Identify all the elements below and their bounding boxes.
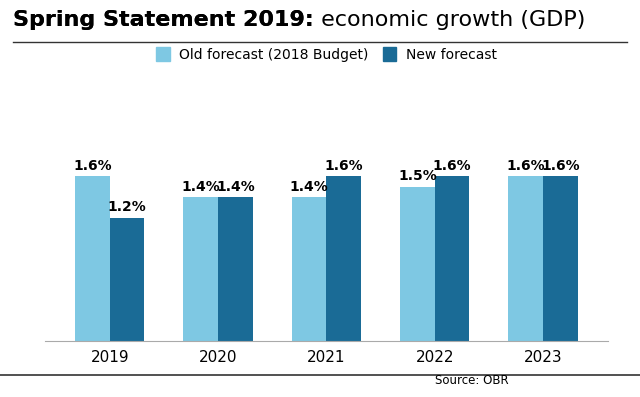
Text: 1.4%: 1.4% [181, 180, 220, 194]
Bar [75, 176, 110, 341]
Bar [110, 218, 145, 341]
Text: 1.6%: 1.6% [506, 159, 545, 173]
Bar [508, 176, 543, 341]
Text: Spring Statement 2019:: Spring Statement 2019: [13, 10, 314, 30]
Text: 1.4%: 1.4% [216, 180, 255, 194]
Bar [543, 176, 578, 341]
Text: 1.2%: 1.2% [108, 200, 147, 214]
Text: 1.5%: 1.5% [398, 170, 436, 183]
Legend: Old forecast (2018 Budget), New forecast: Old forecast (2018 Budget), New forecast [152, 43, 501, 66]
Bar [326, 176, 361, 341]
Bar [435, 176, 469, 341]
Bar [218, 197, 253, 341]
Text: PA: PA [602, 371, 624, 385]
Text: Source: OBR: Source: OBR [435, 374, 509, 387]
Text: economic growth (GDP): economic growth (GDP) [314, 10, 585, 30]
Bar [292, 197, 326, 341]
Bar [184, 197, 218, 341]
Text: 1.6%: 1.6% [433, 159, 471, 173]
Text: 1.6%: 1.6% [541, 159, 580, 173]
Text: Spring Statement 2019:: Spring Statement 2019: [13, 10, 314, 30]
Bar [400, 187, 435, 341]
Text: 1.4%: 1.4% [290, 180, 328, 194]
Text: 1.6%: 1.6% [73, 159, 112, 173]
Text: 1.6%: 1.6% [324, 159, 363, 173]
